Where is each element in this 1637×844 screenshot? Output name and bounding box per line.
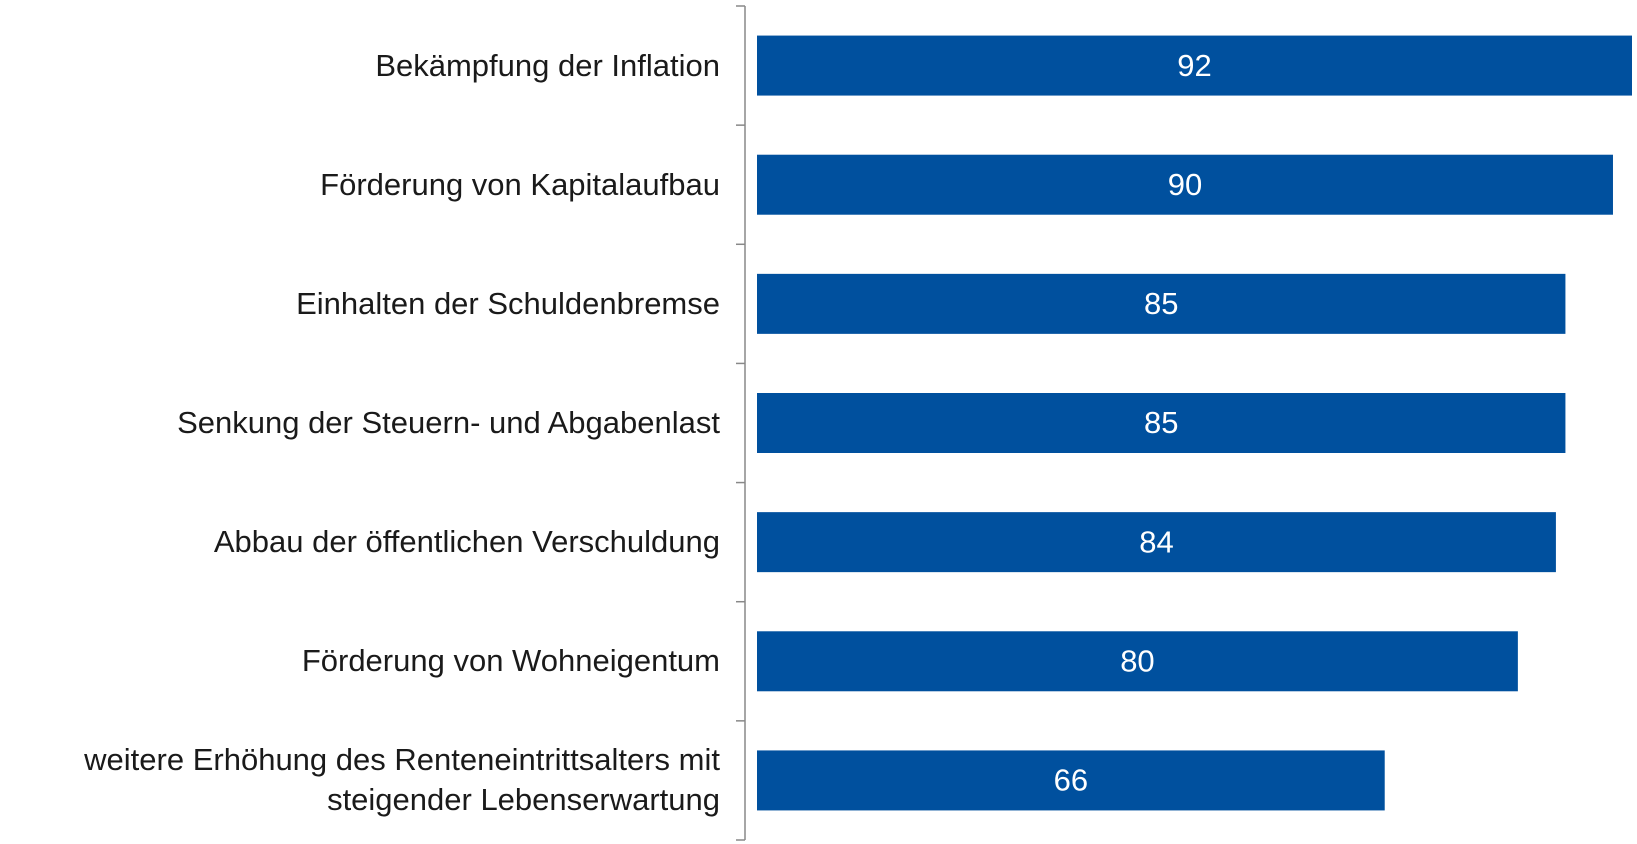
value-label: 66 bbox=[1054, 763, 1088, 798]
value-label: 90 bbox=[1168, 167, 1202, 202]
value-label: 92 bbox=[1177, 48, 1211, 83]
bar bbox=[757, 35, 1632, 96]
bar bbox=[757, 750, 1385, 811]
bar bbox=[757, 512, 1556, 573]
category-label: weitere Erhöhung des Renteneintrittsalte… bbox=[84, 742, 720, 818]
category-label: Einhalten der Schuldenbremse bbox=[296, 285, 720, 321]
category-label: Bekämpfung der Inflation bbox=[375, 47, 720, 83]
category-label: Abbau der öffentlichen Verschuldung bbox=[213, 524, 720, 560]
bar bbox=[757, 154, 1613, 215]
bar bbox=[757, 393, 1566, 453]
category-label: Senkung der Steuern- und Abgabenlast bbox=[177, 405, 720, 440]
category-label: Förderung von Wohneigentum bbox=[301, 643, 720, 679]
value-label: 84 bbox=[1139, 524, 1173, 559]
bar bbox=[757, 631, 1518, 692]
bar bbox=[757, 273, 1566, 334]
value-label: 80 bbox=[1120, 643, 1154, 678]
value-label: 85 bbox=[1144, 405, 1178, 440]
category-label: Förderung von Kapitalaufbau bbox=[320, 166, 720, 202]
value-label: 85 bbox=[1144, 286, 1178, 321]
